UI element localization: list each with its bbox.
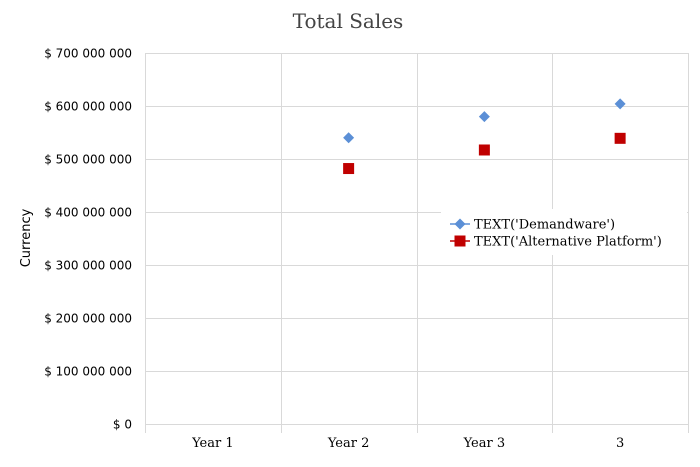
y-tick-label: $ 300 000 000 [44, 259, 132, 273]
y-tick-label: $ 600 000 000 [44, 100, 132, 114]
y-tick-label: $ 200 000 000 [44, 312, 132, 326]
legend: TEXT('Demandware') TEXT('Alternative Plat… [441, 209, 687, 255]
alternative-platform-point [343, 163, 355, 175]
gridlines [145, 53, 689, 433]
y-axis-label: Currency [19, 208, 34, 267]
alternative-platform-point [478, 144, 490, 156]
data-points [343, 98, 626, 175]
legend-label: TEXT('Alternative Platform') [474, 235, 662, 250]
legend-marker [454, 218, 466, 230]
demandware-point [343, 132, 355, 144]
x-tick-label: 3 [616, 436, 624, 451]
chart-title: Total Sales [293, 9, 404, 33]
y-tick-label: $ 700 000 000 [44, 47, 132, 61]
legend-box [441, 209, 687, 255]
alternative-platform-point [614, 132, 626, 144]
legend-marker [454, 235, 466, 247]
y-tick-label: $ 400 000 000 [44, 206, 132, 220]
axis-ticks: $ 0 $ 100 000 000 $ 200 000 000 $ 300 000 0… [44, 47, 624, 452]
demandware-point [614, 98, 626, 110]
demandware-point [478, 111, 490, 123]
y-tick-label: $ 100 000 000 [44, 365, 132, 379]
x-tick-label: Year 2 [327, 436, 370, 451]
y-tick-label: $ 500 000 000 [44, 153, 132, 167]
y-tick-label: $ 0 [113, 418, 132, 432]
legend-label: TEXT('Demandware') [474, 218, 615, 233]
x-tick-label: Year 3 [463, 436, 506, 451]
x-tick-label: Year 1 [191, 436, 234, 451]
